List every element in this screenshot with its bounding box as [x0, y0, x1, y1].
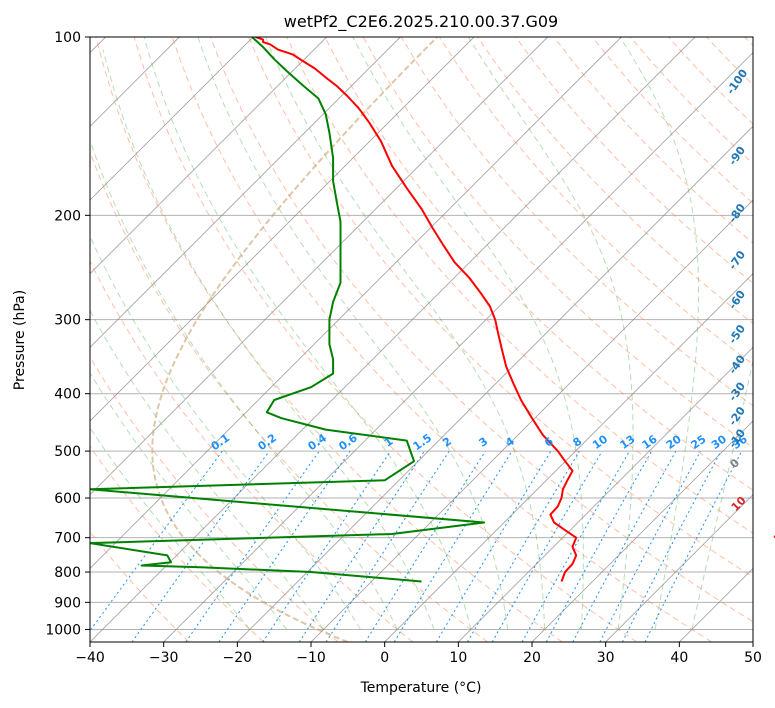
moist-adiabat-line: [90, 138, 398, 630]
y-tick-label: 1000: [45, 622, 81, 638]
x-tick-label: −10: [296, 650, 326, 666]
temperature-isotherm-label: 20: [771, 525, 775, 545]
dry-adiabat-line: [95, 37, 563, 642]
profile-lines: [90, 37, 578, 583]
moist-adiabat-line: [265, 37, 546, 630]
moist-adiabat-line: [90, 427, 251, 630]
x-tick-label: 40: [670, 650, 688, 666]
x-axis-label: Temperature (°C): [360, 680, 482, 696]
isotherm-line: [163, 52, 753, 642]
y-tick-label: 800: [54, 565, 81, 581]
dry-adiabat-line: [515, 37, 753, 284]
y-tick-label: 400: [54, 387, 81, 403]
moist-adiabat-line: [619, 37, 699, 630]
moist-adiabat-line: [143, 37, 472, 630]
x-tick-label: −40: [75, 650, 105, 666]
mixing-ratio-line: [467, 450, 580, 642]
mixing-ratio-line: [521, 450, 630, 642]
mixing-ratio-line: [572, 450, 677, 642]
mixing-ratio-line: [90, 450, 223, 632]
dry-adiabat-line: [90, 445, 264, 642]
mixing-ratio-line: [131, 450, 270, 642]
moist-adiabat-line: [197, 37, 509, 630]
dry-adiabat-line: [90, 259, 414, 642]
y-axis: 100 200 300 400 500 600 700 800 900 1000: [45, 30, 90, 638]
plot-frame: [89, 36, 754, 643]
isotherm-line: [90, 37, 401, 348]
y-tick-label: 600: [54, 491, 81, 507]
x-tick-label: −30: [149, 650, 179, 666]
isotherm-line: [90, 37, 254, 201]
moist-adiabat-line: [102, 49, 435, 630]
x-tick-label: 0: [380, 650, 389, 666]
moist-adiabat-line: [90, 371, 288, 630]
y-tick-label: 900: [54, 595, 81, 611]
chart-title: wetPf2_C2E6.2025.210.00.37.G09: [284, 12, 558, 32]
dry-adiabat-line: [286, 37, 753, 534]
isotherm-line: [531, 420, 753, 642]
isotherm-line: [90, 37, 548, 496]
dewpoint-profile-line: [90, 37, 486, 583]
mixing-ratio-line: [325, 450, 450, 642]
y-tick-label: 200: [54, 208, 81, 224]
temperature-profile-line: [255, 37, 578, 582]
dry-adiabat-line: [324, 37, 753, 491]
isotherm-line: [90, 37, 475, 422]
y-axis-label: Pressure (hPa): [12, 290, 28, 390]
dry-adiabat-line: [210, 37, 753, 623]
mixing-ratio-line: [545, 450, 653, 642]
mixing-ratio-line: [435, 450, 552, 642]
moist-adiabat-line: [90, 235, 361, 630]
x-tick-label: 20: [523, 650, 541, 666]
mixing-ratio-line: [364, 450, 486, 642]
y-tick-label: 700: [54, 531, 81, 547]
isotherm-line: [458, 346, 753, 642]
moist-adiabat-line: [467, 37, 634, 630]
x-tick-label: 50: [744, 650, 762, 666]
mixing-ratio-line: [393, 450, 513, 642]
mixing-ratio-line: [599, 450, 701, 642]
x-tick-label: 30: [597, 650, 615, 666]
isotherm-line: [605, 494, 753, 642]
mixing-ratio-line: [298, 450, 425, 642]
isotherm-line: [90, 37, 622, 569]
moist-adiabat-line: [691, 358, 753, 630]
y-tick-label: 100: [54, 30, 81, 46]
x-tick-label: 10: [449, 650, 467, 666]
mixing-ratio-line: [185, 450, 320, 642]
dry-adiabat-line: [171, 37, 712, 642]
isotherm-line: [90, 37, 696, 642]
mixing-ratio-line: [621, 450, 722, 642]
mixing-ratio-line: [644, 450, 743, 642]
y-tick-label: 300: [54, 313, 81, 329]
dry-adiabat-line: [248, 37, 753, 578]
x-axis: −40 −30 −20 −10 0 10 20 30 40 50: [75, 642, 762, 666]
isotherm-line: [384, 273, 753, 642]
mixing-ratio-line: [491, 450, 603, 642]
isotherm-line: [90, 37, 327, 275]
x-tick-label: −20: [223, 650, 253, 666]
y-tick-label: 500: [54, 444, 81, 460]
dry-adiabat-line: [133, 37, 638, 642]
isotherm-line: [237, 125, 753, 642]
moist-adiabat-line: [352, 37, 584, 630]
